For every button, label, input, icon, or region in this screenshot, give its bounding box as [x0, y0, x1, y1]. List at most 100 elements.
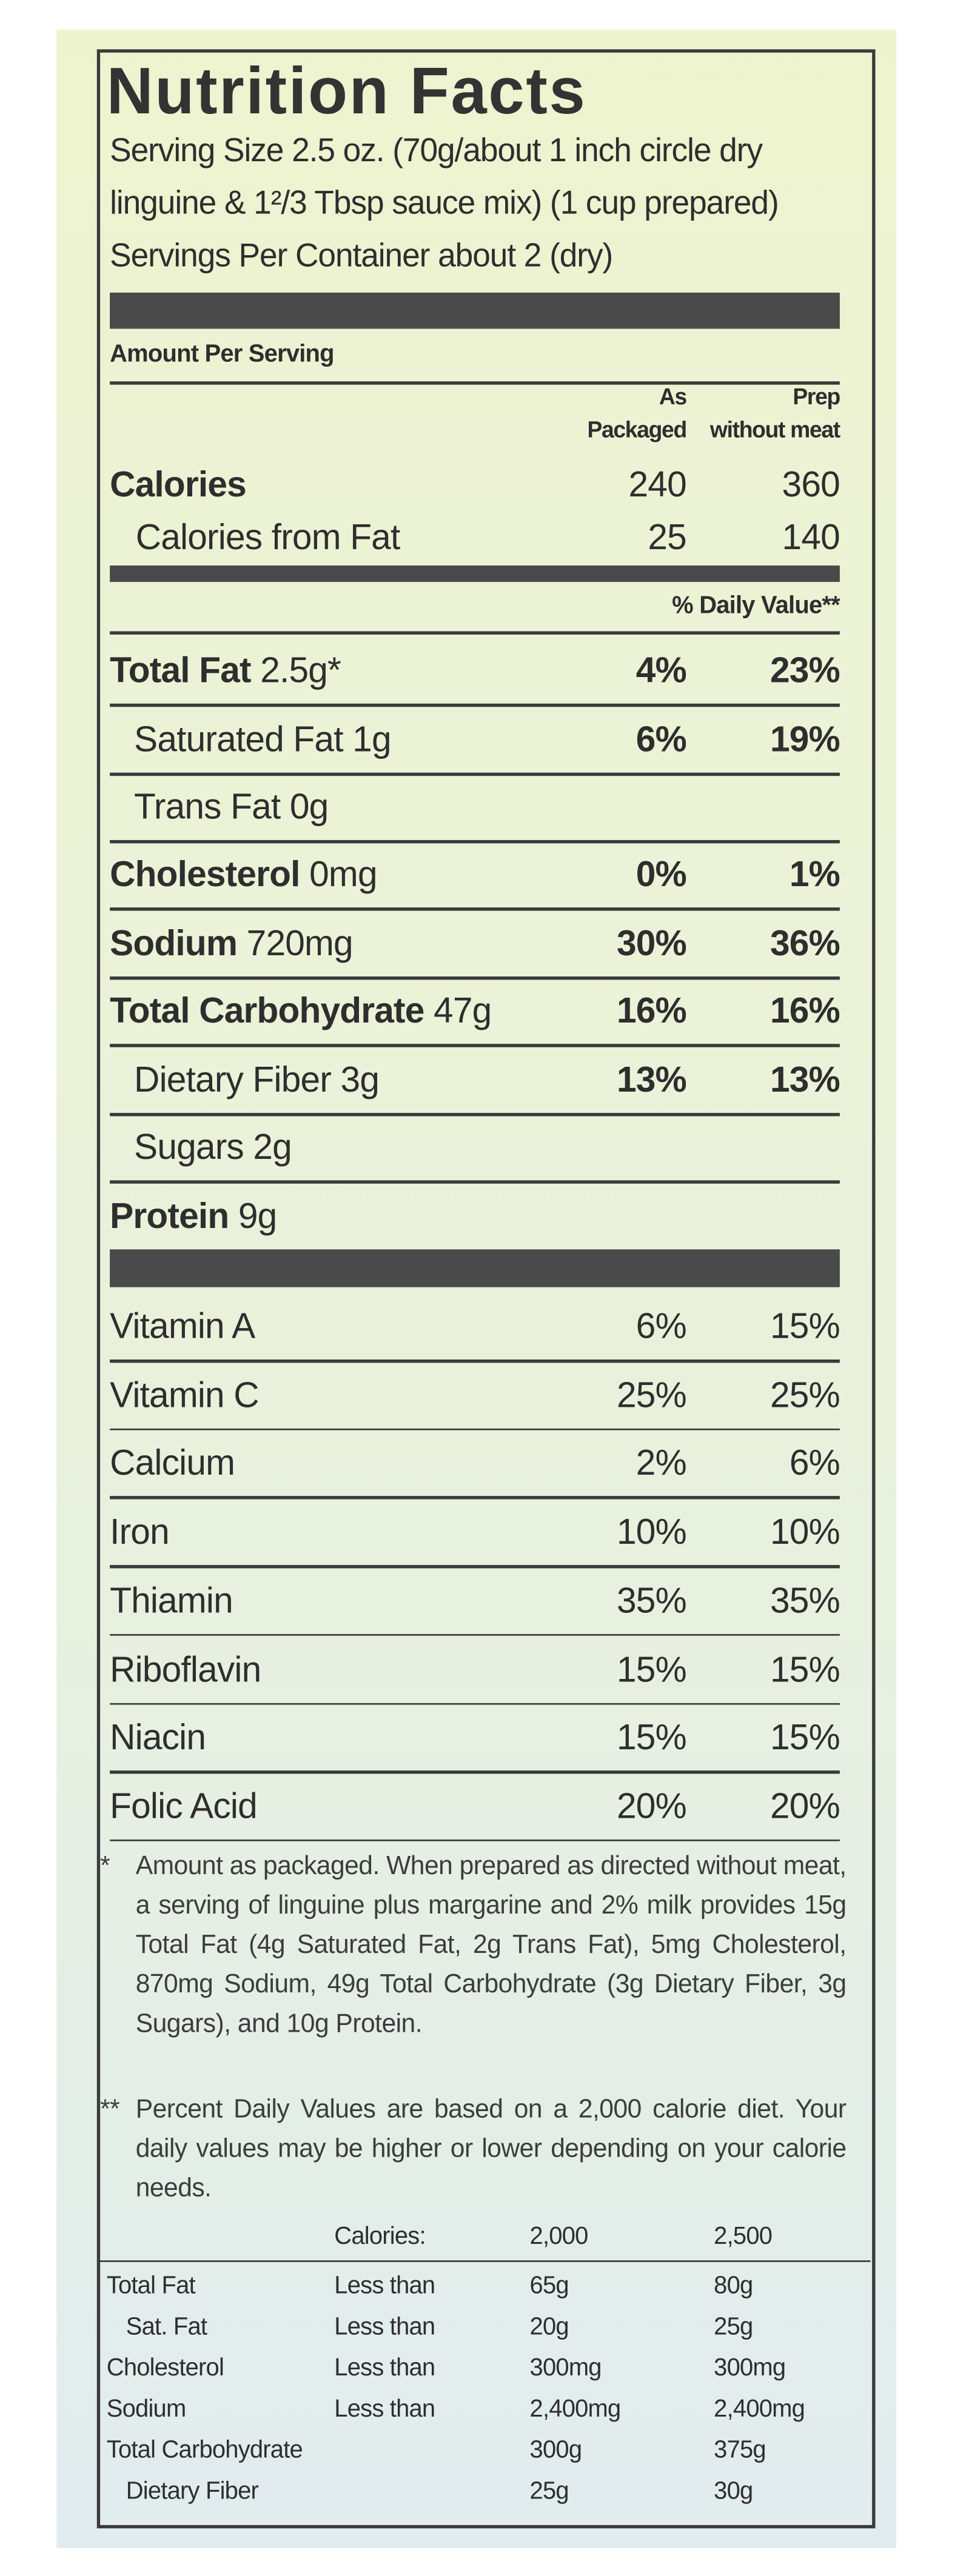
nutrient-row: Total Carbohydrate 47g [110, 989, 492, 1031]
rule [110, 1113, 840, 1116]
dv-2000: 300g [529, 2436, 582, 2464]
vitamin-name: Vitamin A [110, 1305, 255, 1347]
rule [110, 1428, 840, 1431]
dv-2000: 20g [529, 2313, 569, 2341]
percent-packaged: 30% [617, 922, 687, 964]
dv-table-header: 2,000 [529, 2222, 589, 2251]
nutrient-name: Dietary Fiber [134, 1058, 332, 1100]
dv-2500: 300mg [714, 2354, 786, 2382]
vitamin-name: Riboflavin [110, 1647, 261, 1689]
vitamin-name: Calcium [110, 1442, 235, 1484]
column-header: As [659, 382, 687, 410]
amount-per-serving: Amount Per Serving [110, 340, 334, 369]
rule [110, 976, 840, 979]
percent-prep: 23% [770, 649, 840, 691]
rule [110, 1565, 840, 1568]
dv-2000: 65g [529, 2272, 569, 2300]
calories-value: 360 [782, 463, 840, 505]
nutrient-amount: 2.5g* [260, 649, 341, 691]
percent-packaged: 4% [635, 649, 687, 691]
column-header: Packaged [587, 416, 687, 442]
nutrient-name: Saturated Fat [134, 718, 343, 760]
nutrient-row: Total Fat 2.5g* [110, 649, 341, 691]
nutrient-row: Protein 9g [110, 1196, 277, 1236]
dv-2500: 30g [714, 2477, 753, 2506]
nutrient-amount: 2g [253, 1126, 292, 1167]
rule [110, 1839, 840, 1842]
dv-table-header: Calories: [334, 2222, 426, 2251]
rule [110, 631, 840, 634]
nutrient-name: Trans Fat [134, 786, 281, 827]
rule [110, 703, 840, 706]
dv-qualifier: Less than [334, 2354, 435, 2382]
nutrient-amount: 0mg [309, 853, 377, 895]
nutrient-row: Saturated Fat 1g [134, 718, 392, 760]
vitamin-prep: 10% [770, 1510, 840, 1552]
nutrient-amount: 47g [434, 989, 492, 1031]
title: Nutrition Facts [106, 56, 587, 128]
dv-qualifier: Less than [334, 2395, 435, 2423]
nutrient-amount: 1g [352, 718, 391, 760]
nutrient-amount: 0g [289, 786, 329, 827]
percent-packaged: 16% [617, 989, 687, 1031]
rule [110, 1702, 840, 1705]
rule [110, 839, 840, 843]
vitamin-packaged: 15% [617, 1717, 687, 1758]
vitamin-packaged: 25% [617, 1373, 687, 1415]
dv-qualifier: Less than [334, 2272, 435, 2300]
dv-nutrient: Cholesterol [106, 2354, 224, 2382]
nutrient-row: Sugars 2g [134, 1126, 292, 1167]
footnote-mark: ** [100, 2096, 120, 2124]
vitamin-packaged: 15% [617, 1647, 687, 1689]
dv-nutrient: Sodium [106, 2395, 186, 2423]
thick-bar [110, 565, 840, 582]
calories-from-fat-value: 140 [782, 516, 840, 558]
dv-qualifier: Less than [334, 2313, 435, 2341]
rule [110, 1770, 840, 1774]
rule [110, 1633, 840, 1637]
rule [110, 381, 840, 384]
daily-value-header: % Daily Value** [672, 592, 840, 620]
footnote-mark: * [100, 1852, 110, 1881]
vitamin-prep: 6% [789, 1442, 840, 1484]
calories-from-fat-label: Calories from Fat [135, 516, 401, 558]
serving-line: Serving Size 2.5 oz. (70g/about 1 inch c… [110, 133, 763, 170]
dv-nutrient: Total Fat [106, 2272, 196, 2300]
dv-table-header: 2,500 [714, 2222, 773, 2251]
dv-nutrient: Sat. Fat [126, 2313, 207, 2341]
vitamin-packaged: 2% [635, 1442, 687, 1484]
vitamin-name: Iron [110, 1510, 170, 1552]
rule [110, 1359, 840, 1363]
serving-line: Servings Per Container about 2 (dry) [110, 238, 613, 275]
rule [110, 1044, 840, 1047]
vitamin-packaged: 10% [617, 1510, 687, 1552]
nutrient-amount: 9g [238, 1195, 277, 1236]
footnote-text: Percent Daily Values are based on a 2,00… [135, 2096, 847, 2203]
label-background [56, 29, 897, 2548]
label-border [96, 49, 876, 2529]
vitamin-prep: 25% [770, 1373, 840, 1415]
footnote-text: Amount as packaged. When prepared as dir… [135, 1852, 847, 2039]
percent-prep: 19% [770, 718, 840, 760]
vitamin-packaged: 20% [617, 1785, 687, 1826]
percent-prep: 1% [789, 853, 840, 895]
nutrient-row: Dietary Fiber 3g [134, 1058, 380, 1100]
nutrient-name: Cholesterol [110, 853, 300, 895]
dv-2500: 25g [714, 2313, 753, 2341]
vitamin-prep: 15% [770, 1647, 840, 1689]
thick-bar [110, 1249, 840, 1287]
nutrient-name: Protein [110, 1195, 229, 1236]
rule [110, 1180, 840, 1183]
nutrient-row: Trans Fat 0g [134, 786, 329, 827]
dv-2500: 375g [714, 2436, 766, 2464]
nutrient-name: Total Carbohydrate [110, 989, 424, 1031]
calories-value: 240 [628, 463, 687, 505]
percent-packaged: 13% [617, 1058, 687, 1100]
dv-nutrient: Total Carbohydrate [106, 2436, 303, 2464]
vitamin-prep: 20% [770, 1785, 840, 1826]
vitamin-name: Thiamin [110, 1579, 233, 1621]
vitamin-name: Niacin [110, 1717, 206, 1758]
dv-2500: 2,400mg [714, 2395, 805, 2423]
